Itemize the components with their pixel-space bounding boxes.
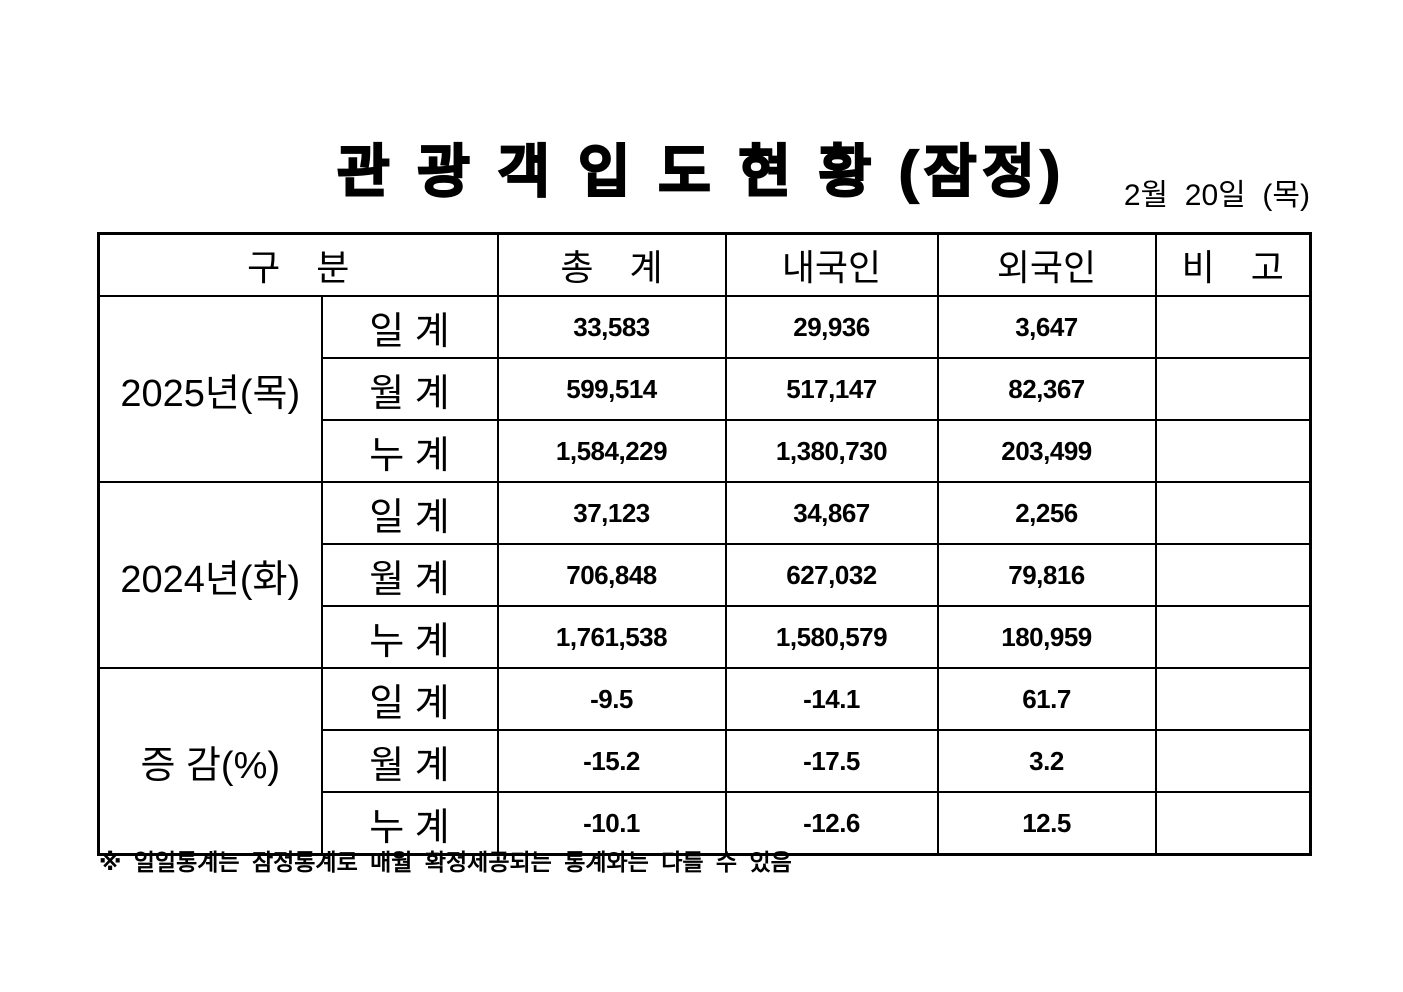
tourist-arrival-table: 구 분 총 계 내국인 외국인 비 고 2025년(목) 일 계 33,583 … (97, 232, 1312, 856)
footnote: ※ 일일통계는 잠정통계로 매월 확정제공되는 통계와는 다를 수 있음 (99, 849, 792, 875)
domestic-value: -17.5 (724, 729, 939, 793)
table-row: 월 계 -15.2 -17.5 3.2 (99, 729, 1312, 793)
foreign-value: 79,816 (936, 543, 1157, 607)
foreign-value: 12.5 (936, 791, 1157, 856)
remarks-cell (1154, 791, 1312, 856)
row-label: 월 계 (320, 543, 499, 607)
domestic-value: 517,147 (724, 357, 939, 421)
domestic-value: 1,580,579 (724, 605, 939, 669)
total-value: 706,848 (496, 543, 727, 607)
total-value: 599,514 (496, 357, 727, 421)
total-value: -9.5 (496, 667, 727, 731)
row-label: 일 계 (320, 295, 499, 359)
row-label: 일 계 (320, 667, 499, 731)
table-row: 누 계 1,584,229 1,380,730 203,499 (99, 419, 1312, 483)
remarks-cell (1154, 543, 1312, 607)
header-category: 구 분 (97, 232, 499, 297)
domestic-value: -12.6 (724, 791, 939, 856)
header-domestic: 내국인 (724, 232, 939, 297)
foreign-value: 203,499 (936, 419, 1157, 483)
total-value: 1,761,538 (496, 605, 727, 669)
row-label: 일 계 (320, 481, 499, 545)
table-row: 누 계 1,761,538 1,580,579 180,959 (99, 605, 1312, 669)
header-foreign: 외국인 (936, 232, 1157, 297)
foreign-value: 61.7 (936, 667, 1157, 731)
domestic-value: -14.1 (724, 667, 939, 731)
domestic-value: 29,936 (724, 295, 939, 359)
foreign-value: 180,959 (936, 605, 1157, 669)
foreign-value: 82,367 (936, 357, 1157, 421)
table-row: 2024년(화) 일 계 37,123 34,867 2,256 (97, 481, 1312, 669)
foreign-value: 3.2 (936, 729, 1157, 793)
remarks-cell (1154, 295, 1312, 359)
group-label-2025: 2025년(목) (97, 295, 323, 483)
total-value: -15.2 (496, 729, 727, 793)
domestic-value: 1,380,730 (724, 419, 939, 483)
domestic-value: 34,867 (724, 481, 939, 545)
remarks-cell (1154, 605, 1312, 669)
row-label: 월 계 (320, 357, 499, 421)
remarks-cell (1154, 419, 1312, 483)
row-label: 누 계 (320, 419, 499, 483)
total-value: 33,583 (496, 295, 727, 359)
foreign-value: 3,647 (936, 295, 1157, 359)
remarks-cell (1154, 729, 1312, 793)
foreign-value: 2,256 (936, 481, 1157, 545)
table-row: 증 감(%) 일 계 -9.5 -14.1 61.7 (97, 667, 1312, 856)
table-row: 월 계 706,848 627,032 79,816 (99, 543, 1312, 607)
header-remarks: 비 고 (1154, 232, 1312, 297)
row-label: 월 계 (320, 729, 499, 793)
group-label-change: 증 감(%) (97, 667, 323, 856)
row-label: 누 계 (320, 605, 499, 669)
remarks-cell (1154, 357, 1312, 421)
total-value: 1,584,229 (496, 419, 727, 483)
header-total: 총 계 (496, 232, 727, 297)
total-value: -10.1 (496, 791, 727, 856)
report-date: 2월 20일 (목) (1123, 179, 1310, 212)
remarks-cell (1154, 481, 1312, 545)
total-value: 37,123 (496, 481, 727, 545)
table-row: 월 계 599,514 517,147 82,367 (99, 357, 1312, 421)
table-row: 누 계 -10.1 -12.6 12.5 (99, 791, 1312, 856)
domestic-value: 627,032 (724, 543, 939, 607)
header-row: 구 분 총 계 내국인 외국인 비 고 (97, 232, 1312, 297)
table-row: 2025년(목) 일 계 33,583 29,936 3,647 (97, 295, 1312, 483)
page-title: 관 광 객 입 도 현 황 (잠정) (336, 139, 1066, 205)
group-label-2024: 2024년(화) (97, 481, 323, 669)
row-label: 누 계 (320, 791, 499, 856)
remarks-cell (1154, 667, 1312, 731)
